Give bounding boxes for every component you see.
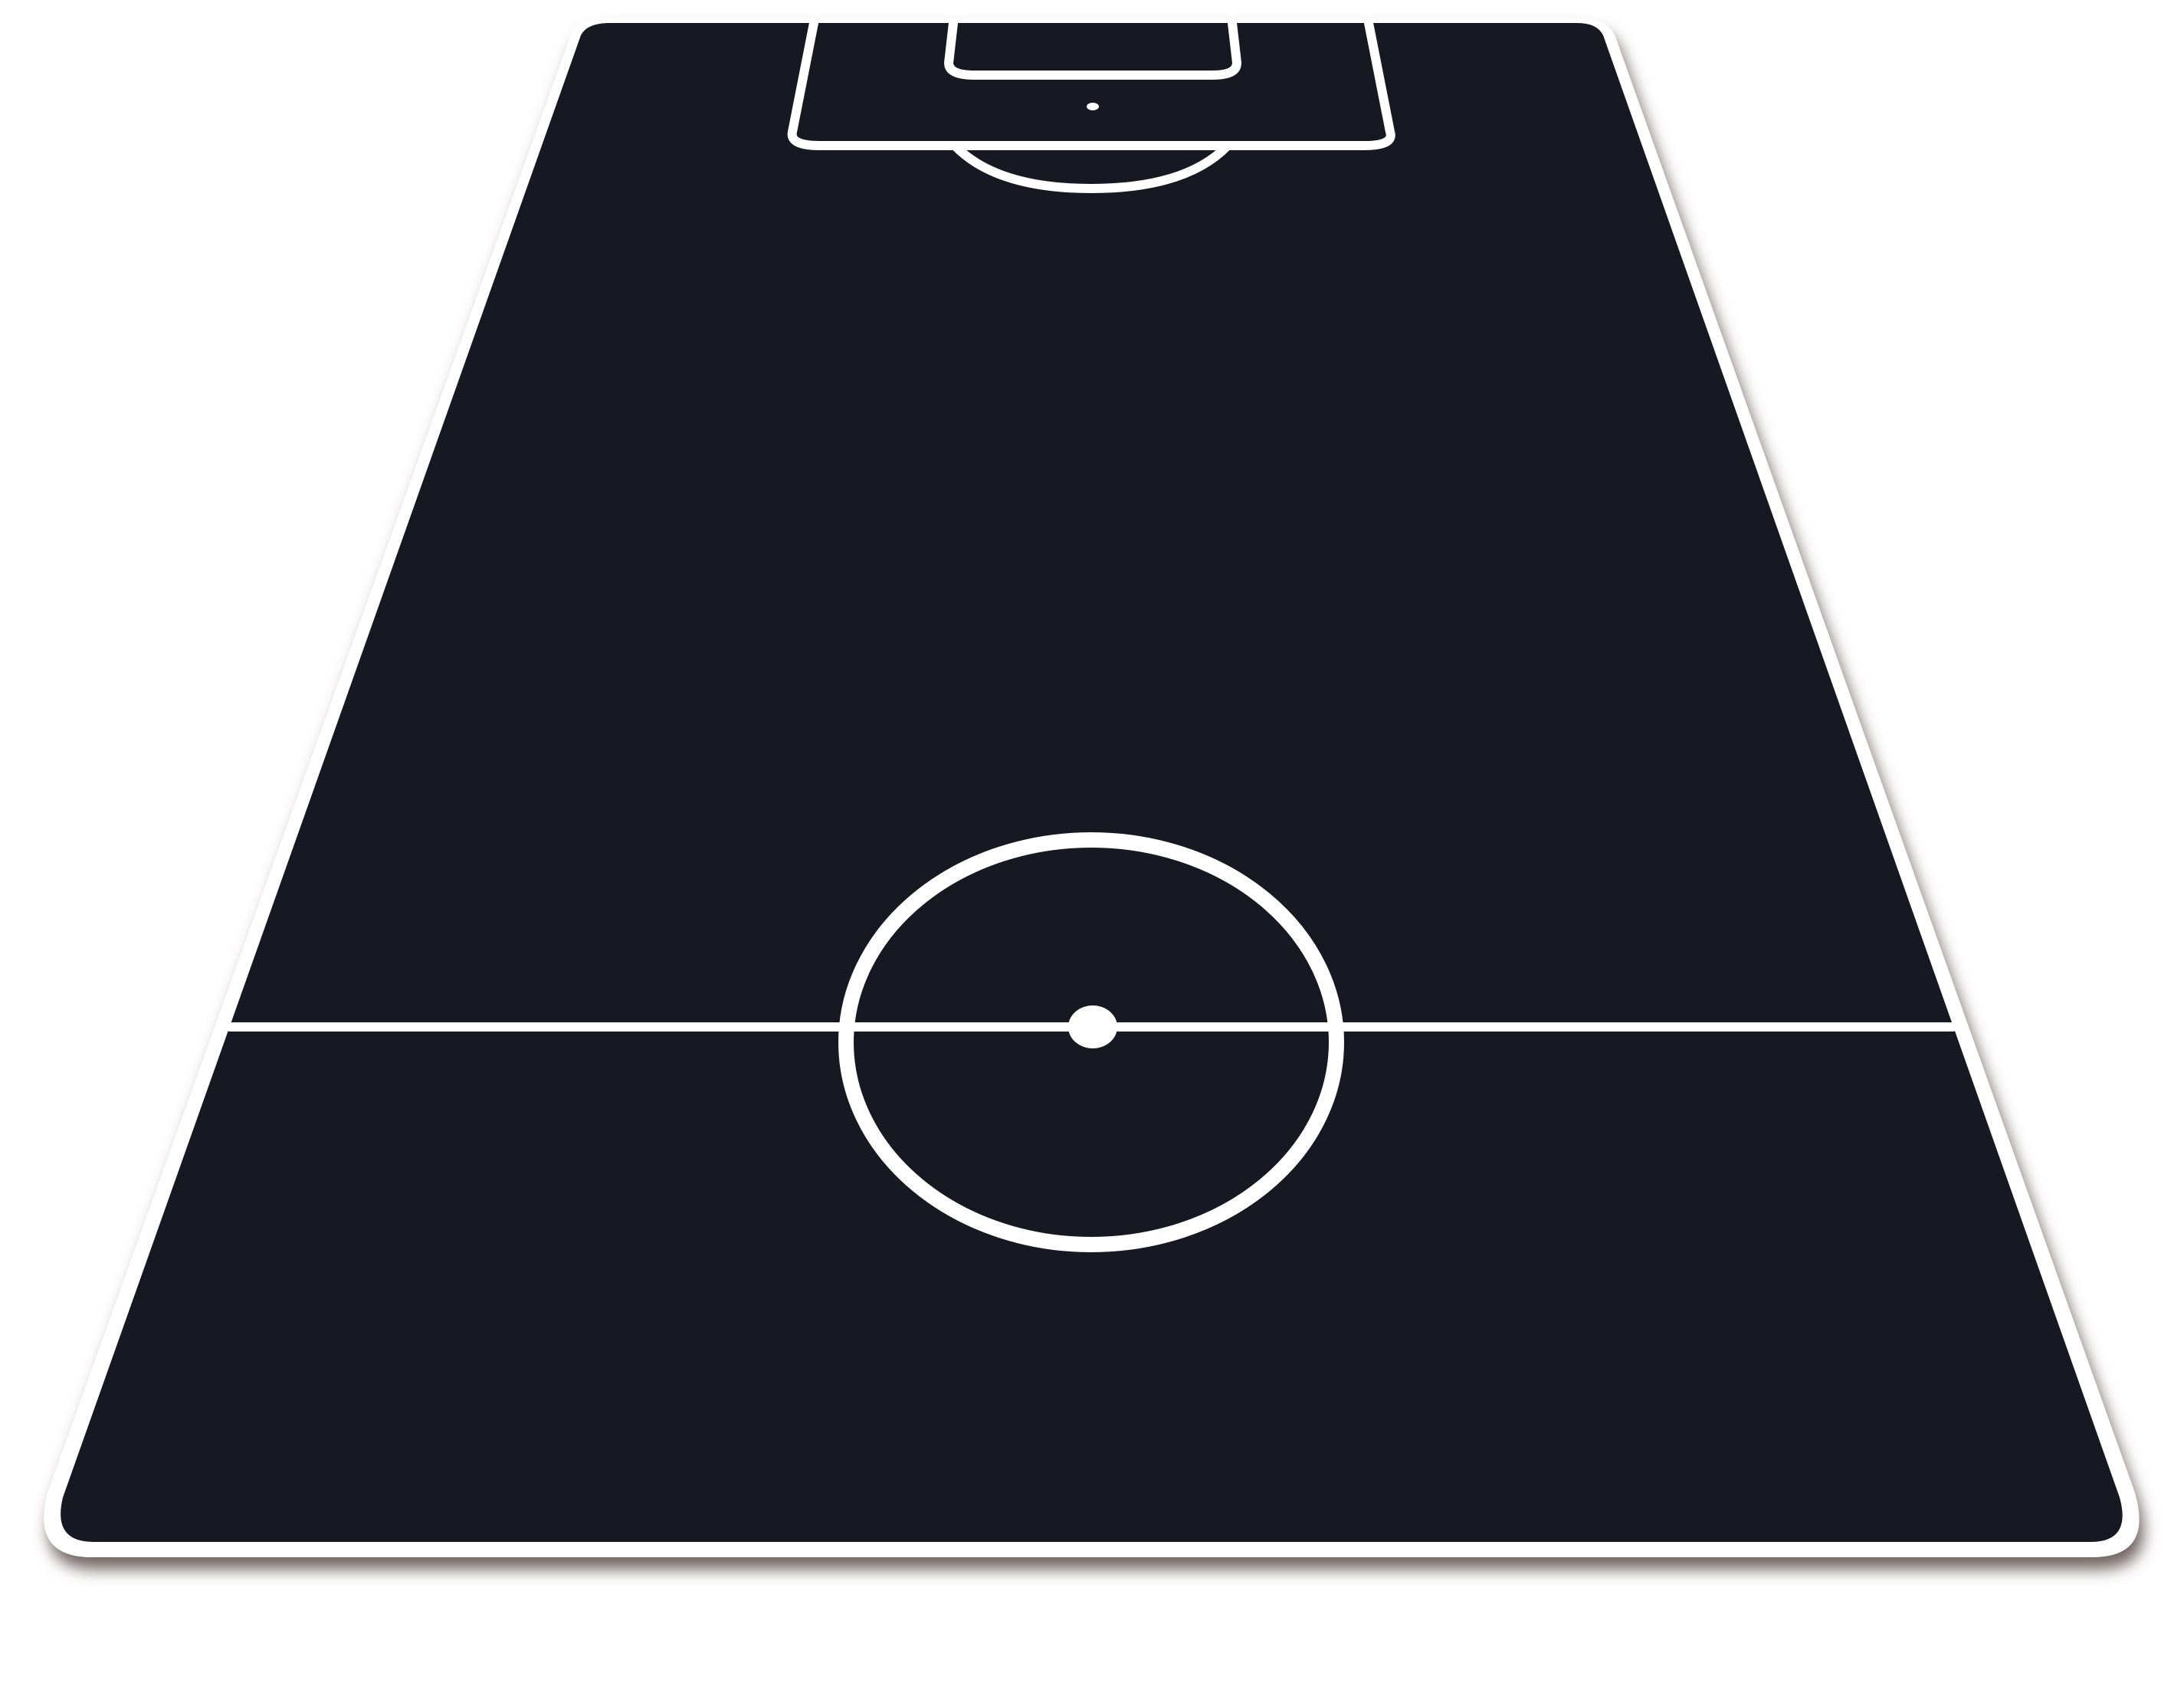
penalty-arc [950,141,1232,194]
penalty-spot [1087,103,1099,110]
center-circle [838,832,1344,1252]
center-spot [1068,1005,1117,1048]
goal-area [943,18,1242,80]
penalty-box [787,18,1395,150]
pitch-surface [61,23,2123,1542]
